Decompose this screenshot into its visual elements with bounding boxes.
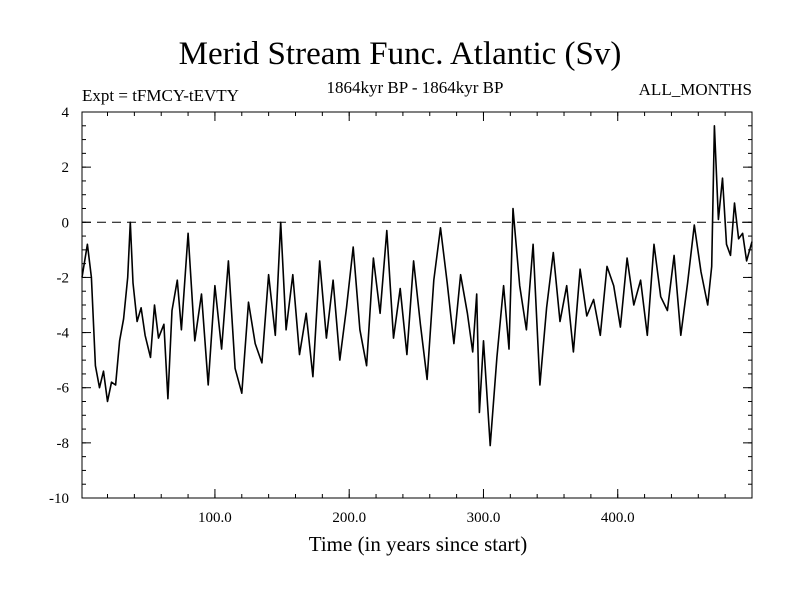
x-tick-label: 100.0 xyxy=(198,510,232,526)
y-tick-label: -8 xyxy=(57,436,70,452)
x-axis-label: Time (in years since start) xyxy=(308,532,528,556)
y-tick-label: 2 xyxy=(62,160,70,176)
y-tick-label: -6 xyxy=(57,381,70,397)
y-tick-label: 0 xyxy=(62,215,70,231)
x-tick-label: 400.0 xyxy=(601,510,635,526)
y-tick-label: -2 xyxy=(57,270,70,286)
experiment-label: Expt = tFMCY-tEVTY xyxy=(82,86,239,105)
y-tick-label: -4 xyxy=(57,326,70,342)
months-label: ALL_MONTHS xyxy=(638,80,752,99)
x-tick-label: 200.0 xyxy=(332,510,366,526)
y-tick-label: -10 xyxy=(49,491,69,507)
time-range-label: 1864kyr BP - 1864kyr BP xyxy=(326,78,504,97)
chart-title: Merid Stream Func. Atlantic (Sv) xyxy=(178,36,622,72)
series-line xyxy=(81,125,753,447)
x-tick-label: 300.0 xyxy=(467,510,501,526)
y-tick-label: 4 xyxy=(62,105,70,121)
